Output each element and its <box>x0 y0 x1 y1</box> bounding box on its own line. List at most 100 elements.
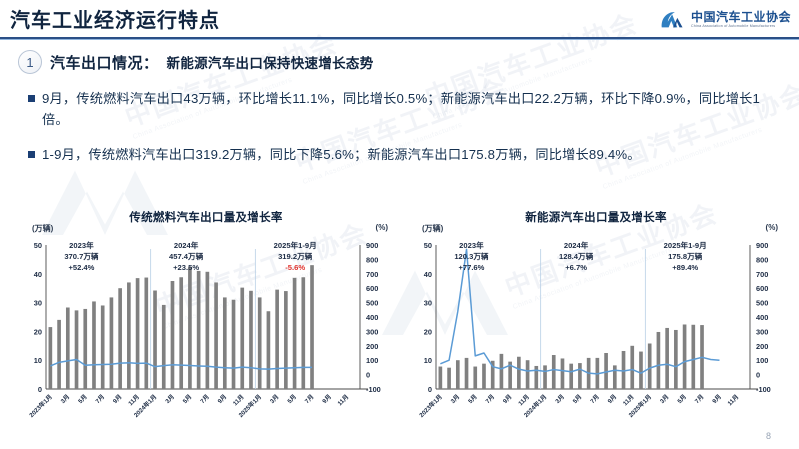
svg-text:300: 300 <box>756 327 768 336</box>
svg-text:7月: 7月 <box>198 393 210 405</box>
svg-text:7月: 7月 <box>484 393 496 405</box>
chart-title: 传统燃料汽车出口量及增长率 <box>129 212 283 224</box>
chart-annotation-line: 175.8万辆 <box>668 251 703 261</box>
bullet-text: 1-9月，传统燃料汽车出口319.2万辆，同比下降5.6%；新能源汽车出口175… <box>42 146 641 162</box>
svg-text:50: 50 <box>424 241 432 250</box>
svg-text:9月: 9月 <box>216 393 228 405</box>
svg-text:11月: 11月 <box>621 393 636 408</box>
svg-text:3月: 3月 <box>658 393 670 405</box>
caam-logo-icon <box>660 9 686 31</box>
svg-text:900: 900 <box>756 241 768 250</box>
svg-text:11月: 11月 <box>726 393 741 408</box>
svg-text:700: 700 <box>756 270 768 279</box>
svg-text:0: 0 <box>38 385 42 394</box>
page-number: 8 <box>765 431 771 441</box>
chart-annotation-line: +6.7% <box>565 262 587 272</box>
svg-text:-100: -100 <box>756 385 771 394</box>
chart-annotation-line: 2023年 <box>69 241 94 250</box>
bullet-text: 9月，传统燃料汽车出口43万辆，环比增长11.1%，同比增长0.5%；新能源汽车… <box>42 91 761 128</box>
svg-text:3月: 3月 <box>554 393 566 405</box>
svg-text:20: 20 <box>34 327 42 336</box>
svg-text:3月: 3月 <box>268 393 280 405</box>
svg-text:50: 50 <box>34 241 42 250</box>
bullet-marker-icon <box>28 150 35 158</box>
chart-title: 新能源汽车出口量及增长率 <box>525 212 667 224</box>
svg-text:300: 300 <box>366 327 378 336</box>
bullet-list: 9月，传统燃料汽车出口43万辆，环比增长11.1%，同比增长0.5%；新能源汽车… <box>28 88 784 178</box>
chart-y-unit-right: (%) <box>375 223 388 232</box>
chart-annotation-line: +77.6% <box>458 262 485 272</box>
chart-annotation-line: 319.2万辆 <box>278 251 313 261</box>
chart-annotation-line: +52.4% <box>68 262 95 272</box>
svg-text:10: 10 <box>424 356 432 365</box>
svg-text:2023年1月: 2023年1月 <box>28 393 54 419</box>
chart-annotation: 2023年 370.7万辆 +52.4% <box>64 241 98 273</box>
svg-text:3月: 3月 <box>164 393 176 405</box>
svg-text:900: 900 <box>366 241 378 250</box>
svg-text:800: 800 <box>756 255 768 264</box>
chart-traditional-fuel-export: 传统燃料汽车出口量及增长率 (万辆) (%) 0 10 20 30 40 50 -100 0 1… <box>16 205 396 445</box>
svg-text:5月: 5月 <box>181 393 193 405</box>
svg-text:7月: 7月 <box>94 393 106 405</box>
svg-text:7月: 7月 <box>303 393 315 405</box>
svg-text:0: 0 <box>428 385 432 394</box>
svg-text:0: 0 <box>366 371 370 380</box>
chart-annotation: 2024年 128.4万辆 +6.7% <box>559 241 593 273</box>
chart-annotation-line: 128.4万辆 <box>559 251 594 261</box>
svg-text:40: 40 <box>34 270 42 279</box>
svg-text:9月: 9月 <box>111 393 123 405</box>
chart-annotation-line: +89.4% <box>672 262 699 272</box>
svg-text:9月: 9月 <box>711 393 723 405</box>
svg-text:600: 600 <box>756 284 768 293</box>
chart-annotation-line: 457.4万辆 <box>169 251 204 261</box>
chart-annotation: 2025年1-9月 319.2万辆 -5.6% <box>274 241 317 273</box>
svg-text:100: 100 <box>366 356 378 365</box>
bullet-item: 1-9月，传统燃料汽车出口319.2万辆，同比下降5.6%；新能源汽车出口175… <box>28 144 784 165</box>
svg-text:11月: 11月 <box>516 393 531 408</box>
logo-name-en: China Association of Automobile Manufact… <box>690 24 776 29</box>
bullet-item: 9月，传统燃料汽车出口43万辆，环比增长11.1%，同比增长0.5%；新能源汽车… <box>28 88 784 131</box>
svg-text:5月: 5月 <box>466 393 478 405</box>
svg-text:100: 100 <box>756 356 768 365</box>
svg-text:5月: 5月 <box>76 393 88 405</box>
svg-text:5月: 5月 <box>571 393 583 405</box>
svg-text:400: 400 <box>366 313 378 322</box>
svg-text:200: 200 <box>366 342 378 351</box>
svg-text:40: 40 <box>424 270 432 279</box>
svg-text:800: 800 <box>366 255 378 264</box>
header-divider <box>0 37 799 39</box>
logo-name-cn: 中国汽车工业协会 <box>690 10 791 25</box>
bullet-marker-icon <box>28 95 35 102</box>
page-title: 汽车工业经济运行特点 <box>10 10 220 32</box>
svg-text:-100: -100 <box>366 385 381 394</box>
section-title: 汽车出口情况： <box>50 54 159 72</box>
section-number-badge: 1 <box>18 50 42 74</box>
svg-text:5月: 5月 <box>676 393 688 405</box>
chart-annotation-line: 2025年1-9月 <box>663 241 707 250</box>
chart-annotation-line: 2024年 <box>563 241 589 250</box>
chart-annotation-line: +23.5% <box>173 262 200 272</box>
caam-logo: 中国汽车工业协会 China Association of Automobile… <box>660 6 791 34</box>
svg-text:9月: 9月 <box>321 393 333 405</box>
svg-text:3月: 3月 <box>449 393 461 405</box>
svg-text:0: 0 <box>756 371 760 380</box>
section-heading: 1 汽车出口情况： 新能源汽车出口保持快速增长态势 <box>18 50 374 74</box>
chart-y-unit-left: (万辆) <box>32 224 54 233</box>
chart-plot-area: 0 10 20 30 40 50 -100 0 100 200 300 400 500 600 700 800… <box>406 237 786 442</box>
chart-y-unit-right: (%) <box>765 223 778 232</box>
svg-text:700: 700 <box>366 270 378 279</box>
svg-text:11月: 11月 <box>231 393 246 408</box>
page-header: 汽车工业经济运行特点 中国汽车工业协会 China Association of… <box>0 0 799 40</box>
svg-text:7月: 7月 <box>693 393 705 405</box>
svg-text:9月: 9月 <box>606 393 618 405</box>
chart-annotation-line: 2023年 <box>459 241 484 250</box>
chart-annotation-line: 370.7万辆 <box>64 251 99 261</box>
svg-text:2023年1月: 2023年1月 <box>418 393 444 419</box>
svg-text:9月: 9月 <box>501 393 513 405</box>
svg-text:400: 400 <box>756 313 768 322</box>
svg-text:11月: 11月 <box>126 393 141 408</box>
svg-text:11月: 11月 <box>336 393 351 408</box>
svg-text:200: 200 <box>756 342 768 351</box>
section-subtitle: 新能源汽车出口保持快速增长态势 <box>166 56 374 71</box>
chart-annotation: 2025年1-9月 175.8万辆 +89.4% <box>664 241 707 273</box>
